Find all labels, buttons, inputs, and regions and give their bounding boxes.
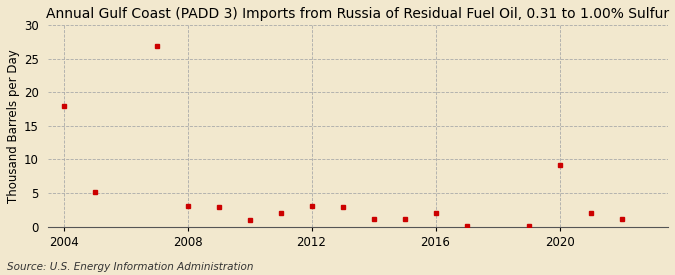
Text: Source: U.S. Energy Information Administration: Source: U.S. Energy Information Administ… (7, 262, 253, 272)
Title: Annual Gulf Coast (PADD 3) Imports from Russia of Residual Fuel Oil, 0.31 to 1.0: Annual Gulf Coast (PADD 3) Imports from … (47, 7, 670, 21)
Y-axis label: Thousand Barrels per Day: Thousand Barrels per Day (7, 49, 20, 203)
